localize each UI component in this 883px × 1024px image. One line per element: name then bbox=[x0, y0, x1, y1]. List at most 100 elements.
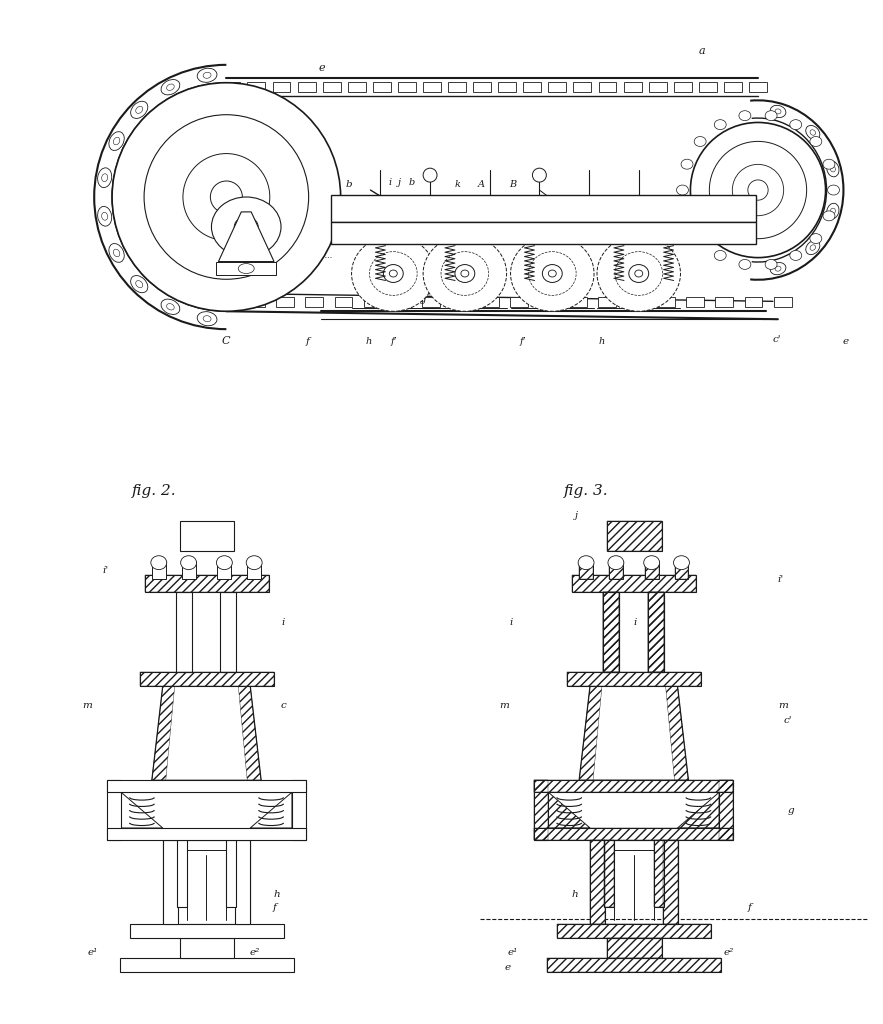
Polygon shape bbox=[152, 686, 261, 780]
Ellipse shape bbox=[770, 262, 786, 274]
Ellipse shape bbox=[131, 275, 147, 293]
Bar bbox=[662, 840, 677, 925]
Bar bbox=[573, 82, 592, 92]
Ellipse shape bbox=[806, 241, 819, 255]
Bar bbox=[662, 840, 677, 925]
Bar bbox=[534, 780, 548, 840]
Bar bbox=[686, 297, 704, 307]
Bar bbox=[744, 297, 763, 307]
Ellipse shape bbox=[542, 264, 562, 283]
Bar bbox=[452, 297, 470, 307]
Bar bbox=[547, 958, 721, 972]
Ellipse shape bbox=[806, 126, 819, 139]
Text: j: j bbox=[200, 532, 204, 543]
Bar bbox=[648, 593, 664, 672]
Text: b': b' bbox=[594, 227, 602, 237]
Ellipse shape bbox=[766, 259, 777, 269]
Ellipse shape bbox=[691, 123, 826, 258]
Bar bbox=[217, 297, 235, 307]
Ellipse shape bbox=[679, 84, 686, 90]
Bar bbox=[653, 840, 664, 907]
Ellipse shape bbox=[694, 233, 706, 244]
Bar bbox=[246, 297, 265, 307]
Ellipse shape bbox=[340, 299, 347, 305]
Ellipse shape bbox=[487, 299, 494, 305]
Text: c': c' bbox=[773, 335, 781, 344]
Text: e²: e² bbox=[723, 948, 734, 956]
Text: f: f bbox=[306, 337, 310, 345]
Bar bbox=[217, 561, 231, 579]
Ellipse shape bbox=[775, 266, 781, 271]
Ellipse shape bbox=[383, 264, 404, 283]
Ellipse shape bbox=[721, 299, 728, 305]
Bar bbox=[473, 82, 491, 92]
Ellipse shape bbox=[197, 311, 217, 326]
Text: h: h bbox=[273, 890, 280, 899]
Ellipse shape bbox=[423, 236, 507, 311]
Ellipse shape bbox=[113, 249, 120, 257]
Ellipse shape bbox=[167, 84, 174, 90]
Ellipse shape bbox=[278, 84, 285, 90]
Ellipse shape bbox=[810, 130, 816, 135]
Ellipse shape bbox=[554, 84, 561, 90]
Bar bbox=[590, 840, 605, 925]
Ellipse shape bbox=[389, 270, 397, 276]
Bar bbox=[152, 561, 166, 579]
Bar bbox=[548, 82, 566, 92]
Ellipse shape bbox=[109, 132, 125, 151]
Text: e: e bbox=[281, 963, 287, 972]
Bar bbox=[604, 840, 614, 907]
Ellipse shape bbox=[441, 252, 488, 295]
Text: c: c bbox=[281, 701, 287, 711]
Text: i: i bbox=[389, 177, 391, 186]
Ellipse shape bbox=[781, 189, 808, 210]
Ellipse shape bbox=[608, 556, 624, 569]
Ellipse shape bbox=[181, 556, 197, 569]
Ellipse shape bbox=[161, 299, 180, 314]
Text: fig. 3.: fig. 3. bbox=[564, 484, 609, 498]
Ellipse shape bbox=[369, 299, 376, 305]
Ellipse shape bbox=[109, 244, 125, 262]
Polygon shape bbox=[250, 793, 292, 828]
Bar bbox=[524, 82, 541, 92]
Bar bbox=[534, 828, 733, 840]
Ellipse shape bbox=[246, 556, 262, 569]
Bar bbox=[179, 521, 234, 551]
Text: f': f' bbox=[519, 337, 525, 345]
Text: h: h bbox=[571, 890, 577, 899]
Bar bbox=[306, 297, 323, 307]
Text: J: J bbox=[624, 227, 628, 237]
Ellipse shape bbox=[739, 111, 751, 121]
Bar bbox=[774, 297, 792, 307]
Ellipse shape bbox=[604, 84, 611, 90]
Bar bbox=[567, 672, 701, 686]
Ellipse shape bbox=[604, 299, 610, 305]
Ellipse shape bbox=[112, 83, 341, 311]
Bar bbox=[179, 938, 234, 958]
Ellipse shape bbox=[662, 299, 669, 305]
Bar bbox=[572, 574, 697, 593]
Bar bbox=[221, 593, 237, 672]
Ellipse shape bbox=[353, 84, 360, 90]
Ellipse shape bbox=[311, 299, 318, 305]
Text: e²: e² bbox=[249, 948, 260, 956]
Text: h: h bbox=[599, 337, 605, 345]
Ellipse shape bbox=[516, 299, 523, 305]
Ellipse shape bbox=[705, 84, 712, 90]
Bar bbox=[176, 593, 192, 672]
Text: e: e bbox=[842, 337, 849, 345]
Ellipse shape bbox=[223, 299, 230, 305]
Text: f: f bbox=[748, 903, 752, 912]
Text: j: j bbox=[398, 177, 401, 186]
Bar bbox=[649, 82, 667, 92]
Ellipse shape bbox=[151, 556, 167, 569]
Text: b: b bbox=[408, 177, 414, 186]
Ellipse shape bbox=[674, 556, 690, 569]
Bar bbox=[140, 672, 274, 686]
Text: j: j bbox=[575, 511, 578, 520]
Ellipse shape bbox=[529, 84, 536, 90]
Bar bbox=[590, 840, 605, 925]
Bar bbox=[653, 840, 664, 907]
Text: B: B bbox=[509, 179, 517, 188]
Text: e¹: e¹ bbox=[508, 948, 517, 956]
